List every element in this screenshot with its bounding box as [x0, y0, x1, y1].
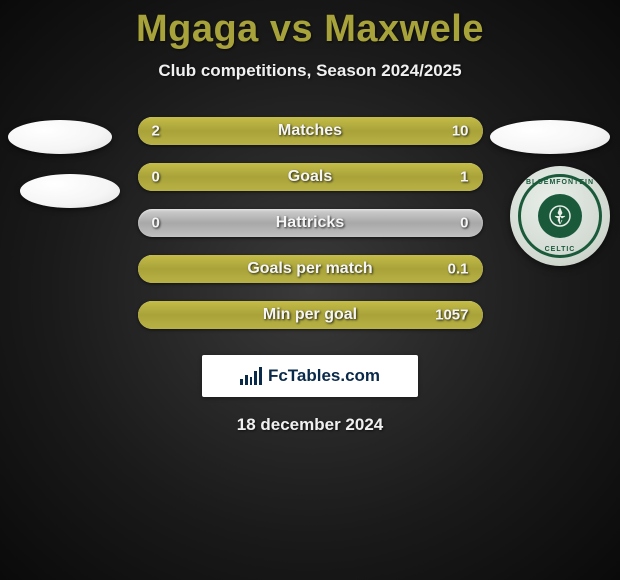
- chart-icon: [240, 367, 262, 385]
- left-player-badge: [8, 120, 112, 154]
- right-player-badge: [490, 120, 610, 154]
- stat-label: Hattricks: [138, 214, 483, 232]
- bar-fill-left: [138, 117, 196, 145]
- stat-bar: Matches210: [138, 117, 483, 145]
- subtitle: Club competitions, Season 2024/2025: [0, 61, 620, 81]
- club-badge-top-text: BLOEMFONTEIN: [526, 179, 594, 186]
- right-club-badge: BLOEMFONTEIN CELTIC: [510, 166, 610, 266]
- stat-value-left: 0: [152, 169, 160, 186]
- stat-bar: Goals per match0.1: [138, 255, 483, 283]
- club-badge-bottom-text: CELTIC: [545, 246, 576, 253]
- date-label: 18 december 2024: [0, 415, 620, 435]
- bar-fill-right: [138, 255, 483, 283]
- stat-bar: Goals01: [138, 163, 483, 191]
- page-title: Mgaga vs Maxwele: [0, 8, 620, 51]
- stat-value-left: 2: [152, 123, 160, 140]
- bar-fill-right: [138, 163, 483, 191]
- bar-fill-right: [138, 301, 483, 329]
- stat-value-right: 0.1: [448, 261, 469, 278]
- logo-text: FcTables.com: [268, 366, 380, 386]
- stat-value-right: 10: [452, 123, 469, 140]
- bar-fill-right: [195, 117, 482, 145]
- left-club-badge: [20, 174, 120, 208]
- club-badge-icon: [538, 194, 582, 238]
- stat-value-left: 0: [152, 215, 160, 232]
- stat-value-right: 1057: [435, 307, 468, 324]
- stat-value-right: 1: [460, 169, 468, 186]
- stat-value-right: 0: [460, 215, 468, 232]
- stat-bar: Min per goal1057: [138, 301, 483, 329]
- stat-bar: Hattricks0 0: [138, 209, 483, 237]
- fctables-logo: FcTables.com: [202, 355, 418, 397]
